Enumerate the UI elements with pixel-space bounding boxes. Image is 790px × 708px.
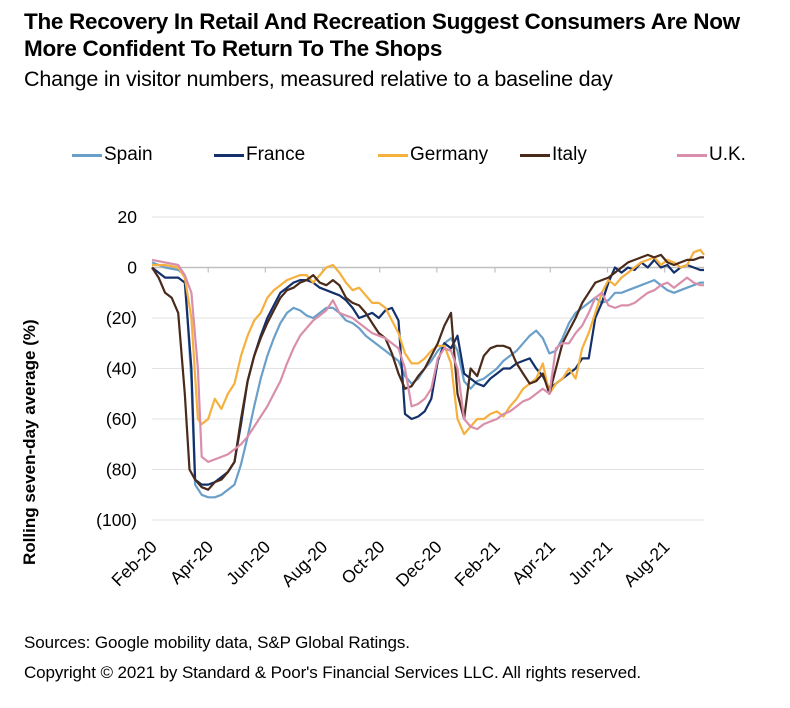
legend-swatch-germany — [378, 153, 408, 157]
legend: Spain France Germany Italy U.K. — [72, 144, 746, 166]
legend-item-spain: Spain — [72, 144, 214, 166]
y-tick-label: (100) — [96, 510, 137, 530]
y-tick-label: (60) — [106, 409, 137, 429]
x-tick-label: Feb-21 — [450, 537, 503, 590]
x-tick-label: Apr-21 — [508, 537, 559, 588]
x-tick-label: Apr-20 — [166, 537, 217, 588]
sources-note: Sources: Google mobility data, S&P Globa… — [24, 633, 410, 652]
series-line-italy — [151, 253, 704, 491]
legend-label-france: France — [246, 144, 306, 165]
chart-subtitle: Change in visitor numbers, measured rela… — [24, 67, 613, 91]
series-line-uk — [151, 258, 704, 463]
x-tick-label: Jun-21 — [564, 537, 616, 589]
gridlines — [152, 216, 704, 521]
legend-label-uk: U.K. — [709, 144, 746, 165]
copyright-note: Copyright © 2021 by Standard & Poor's Fi… — [24, 663, 642, 682]
x-tick-label: Aug-21 — [619, 537, 673, 591]
legend-label-germany: Germany — [410, 144, 489, 165]
y-tick-label: (20) — [106, 308, 137, 328]
legend-item-germany: Germany — [378, 144, 508, 166]
y-tick-label: 0 — [127, 258, 137, 278]
series-line-spain — [151, 261, 704, 499]
chart-title: The Recovery In Retail And Recreation Su… — [24, 9, 740, 61]
y-tick-label: (80) — [106, 460, 137, 480]
x-tick-label: Aug-20 — [277, 537, 331, 591]
legend-swatch-france — [214, 153, 244, 157]
x-tick-label: Oct-20 — [337, 537, 388, 588]
legend-label-spain: Spain — [104, 144, 153, 165]
y-tick-label: (40) — [106, 359, 137, 379]
legend-item-france: France — [214, 144, 378, 166]
legend-label-italy: Italy — [552, 144, 587, 165]
x-tick-labels: Feb-20 Apr-20 Jun-20 Aug-20 Oct-20 Dec-20 Feb-… — [107, 537, 673, 591]
y-tick-labels: 20 0 (20) (40) (60) (80) (100) — [96, 207, 137, 530]
legend-swatch-spain — [72, 153, 102, 157]
series-lines — [151, 248, 705, 499]
x-tick-label: Dec-20 — [392, 537, 446, 591]
y-tick-label: 20 — [118, 207, 138, 227]
x-tick-label: Jun-20 — [222, 537, 274, 589]
x-tick-label: Feb-20 — [107, 537, 161, 591]
legend-swatch-uk — [677, 153, 707, 157]
legend-item-italy: Italy — [520, 144, 677, 166]
legend-swatch-italy — [520, 153, 550, 157]
legend-item-uk: U.K. — [677, 144, 746, 166]
